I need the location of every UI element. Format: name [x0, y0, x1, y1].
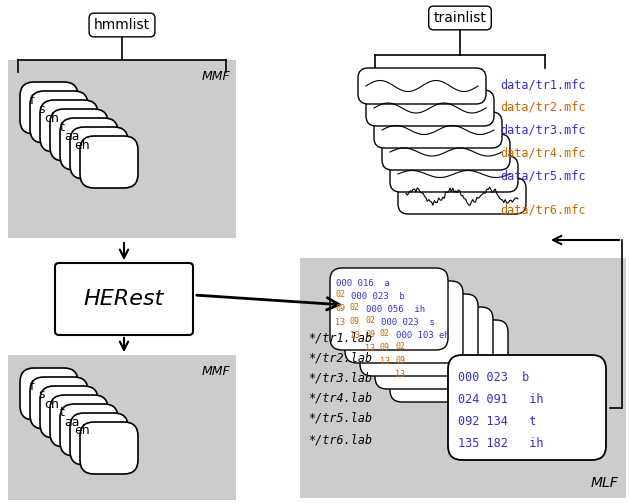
Text: trainlist: trainlist — [433, 11, 486, 25]
Text: 000 023  b: 000 023 b — [458, 371, 529, 384]
Text: 13: 13 — [395, 370, 405, 379]
FancyBboxPatch shape — [390, 156, 518, 192]
Text: 092 134   t: 092 134 t — [458, 415, 537, 428]
Text: 13: 13 — [350, 331, 360, 340]
Text: 02: 02 — [395, 342, 405, 351]
FancyBboxPatch shape — [55, 263, 193, 335]
Text: */tr3.lab: */tr3.lab — [308, 372, 372, 384]
Text: data/tr5.mfc: data/tr5.mfc — [500, 170, 586, 183]
Text: 09: 09 — [365, 330, 375, 339]
FancyBboxPatch shape — [80, 422, 138, 474]
FancyBboxPatch shape — [375, 307, 493, 389]
Text: 09: 09 — [380, 343, 390, 352]
Text: */tr6.lab: */tr6.lab — [308, 434, 372, 447]
Text: 02: 02 — [350, 303, 360, 312]
FancyBboxPatch shape — [60, 404, 118, 456]
Text: */tr1.lab: */tr1.lab — [308, 331, 372, 345]
Text: 000 023  b: 000 023 b — [351, 292, 404, 301]
Bar — [300, 258, 626, 498]
Text: ch: ch — [45, 112, 59, 125]
Text: s: s — [39, 388, 45, 401]
Text: data/tr2.mfc: data/tr2.mfc — [500, 101, 586, 114]
Text: 135 182   ih: 135 182 ih — [458, 437, 543, 450]
Bar — [8, 355, 236, 500]
FancyBboxPatch shape — [358, 68, 486, 104]
Text: */tr4.lab: */tr4.lab — [308, 391, 372, 404]
FancyBboxPatch shape — [70, 127, 128, 179]
FancyBboxPatch shape — [40, 386, 98, 438]
Text: s: s — [39, 103, 45, 116]
Text: 02: 02 — [335, 290, 345, 299]
Text: 000 103 eh: 000 103 eh — [396, 331, 450, 340]
Text: 024 091   ih: 024 091 ih — [458, 393, 543, 406]
Text: */tr5.lab: */tr5.lab — [308, 411, 372, 425]
Text: 09: 09 — [335, 304, 345, 313]
FancyBboxPatch shape — [20, 368, 78, 420]
Text: data/tr6.mfc: data/tr6.mfc — [500, 204, 586, 216]
FancyBboxPatch shape — [382, 134, 510, 170]
Text: eh: eh — [74, 425, 90, 438]
FancyBboxPatch shape — [20, 82, 78, 134]
Text: 09: 09 — [350, 317, 360, 326]
Text: 13: 13 — [380, 357, 390, 366]
FancyBboxPatch shape — [40, 100, 98, 152]
Text: t: t — [60, 406, 64, 420]
Text: 09: 09 — [395, 356, 405, 365]
FancyBboxPatch shape — [70, 413, 128, 465]
Text: data/tr1.mfc: data/tr1.mfc — [500, 78, 586, 92]
FancyBboxPatch shape — [360, 294, 478, 376]
Bar — [8, 60, 236, 238]
Text: eh: eh — [74, 138, 90, 151]
Text: HERest: HERest — [84, 289, 164, 309]
Text: f: f — [30, 379, 34, 392]
FancyBboxPatch shape — [30, 377, 88, 429]
FancyBboxPatch shape — [50, 395, 108, 447]
Text: f: f — [30, 94, 34, 107]
FancyBboxPatch shape — [30, 91, 88, 143]
Text: 13: 13 — [335, 318, 345, 327]
Text: hmmlist: hmmlist — [94, 18, 150, 32]
Text: 13: 13 — [365, 344, 375, 353]
Text: 000 016  a: 000 016 a — [336, 279, 390, 288]
FancyBboxPatch shape — [448, 355, 606, 460]
Text: 02: 02 — [365, 316, 375, 325]
FancyBboxPatch shape — [345, 281, 463, 363]
Text: data/tr3.mfc: data/tr3.mfc — [500, 124, 586, 136]
Text: MMF: MMF — [201, 70, 230, 83]
Text: ch: ch — [45, 397, 59, 410]
Text: */tr2.lab: */tr2.lab — [308, 352, 372, 365]
FancyBboxPatch shape — [398, 178, 526, 214]
Text: MMF: MMF — [201, 365, 230, 378]
Text: aa: aa — [64, 129, 80, 142]
FancyBboxPatch shape — [374, 112, 502, 148]
FancyBboxPatch shape — [80, 136, 138, 188]
Text: 000 056  ih: 000 056 ih — [366, 305, 425, 314]
Text: MLF: MLF — [590, 476, 618, 490]
FancyBboxPatch shape — [330, 268, 448, 350]
Text: 000 023  s: 000 023 s — [381, 318, 435, 327]
Text: data/tr4.mfc: data/tr4.mfc — [500, 146, 586, 159]
FancyBboxPatch shape — [366, 90, 494, 126]
FancyBboxPatch shape — [390, 320, 508, 402]
Text: 02: 02 — [380, 329, 390, 338]
FancyBboxPatch shape — [50, 109, 108, 161]
Text: t: t — [60, 121, 64, 133]
FancyBboxPatch shape — [60, 118, 118, 170]
Text: aa: aa — [64, 415, 80, 429]
